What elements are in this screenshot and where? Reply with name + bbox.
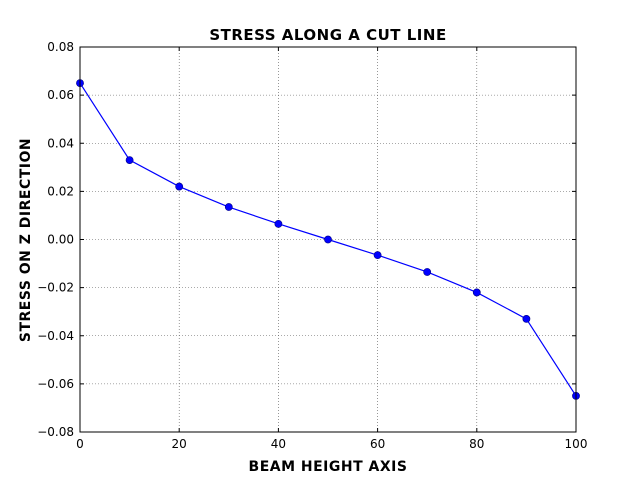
x-axis-label: BEAM HEIGHT AXIS [249, 459, 408, 475]
x-tick-label: 100 [565, 437, 588, 451]
data-point [373, 251, 382, 260]
data-point [522, 315, 531, 323]
x-tick-label: 40 [271, 437, 286, 451]
data-point [472, 288, 481, 297]
data-point [125, 156, 134, 164]
data-point [423, 268, 432, 276]
data-point [175, 182, 184, 191]
grid-lines [80, 47, 576, 432]
x-tick-label: 0 [76, 437, 84, 451]
y-tick-label: 0.06 [47, 88, 74, 102]
y-tick-labels: 0.08 0.06 0.04 0.02 0.00 −0.02 −0.04 −0.06 −0.08 [37, 40, 74, 439]
x-tick-label: 60 [370, 437, 385, 451]
y-tick-label: 0.04 [47, 136, 74, 150]
x-tick-labels: 0 20 40 60 80 100 [76, 437, 587, 451]
y-tick-label: −0.02 [37, 281, 74, 295]
y-tick-label: 0.00 [47, 233, 74, 247]
x-tick-label: 80 [469, 437, 484, 451]
y-axis-label: STRESS ON Z DIRECTION [18, 138, 34, 342]
y-tick-label: 0.02 [47, 184, 74, 198]
data-point [324, 235, 332, 244]
y-tick-label: 0.08 [47, 40, 74, 54]
y-tick-label: −0.04 [37, 329, 74, 343]
y-tick-label: −0.08 [37, 425, 74, 439]
x-tick-label: 20 [172, 437, 187, 451]
data-point [224, 203, 233, 211]
y-tick-label: −0.06 [37, 377, 74, 391]
series-points [76, 79, 580, 400]
chart-title: STRESS ALONG A CUT LINE [209, 26, 446, 44]
data-point [274, 219, 283, 228]
plot-area-frame [79, 46, 577, 433]
